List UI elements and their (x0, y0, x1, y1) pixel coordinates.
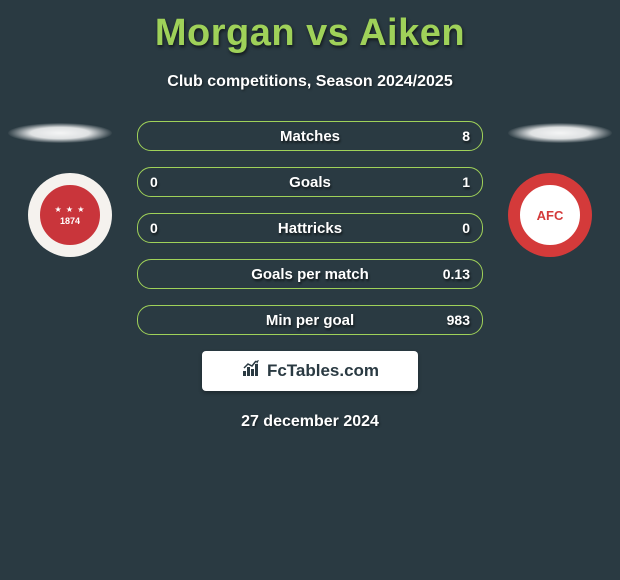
stat-row: Goals per match 0.13 (137, 259, 483, 289)
stat-left-value: 0 (150, 220, 158, 236)
date-line: 27 december 2024 (0, 413, 620, 431)
player-shadow-right (508, 123, 612, 143)
stat-right-value: 983 (447, 312, 470, 328)
page-title: Morgan vs Aiken (0, 0, 620, 55)
stat-right-value: 8 (462, 128, 470, 144)
club-badge-right: AFC (508, 173, 592, 257)
badge-year: 1874 (60, 216, 80, 226)
stat-right-value: 0.13 (443, 266, 470, 282)
chart-icon (241, 360, 263, 383)
stat-row: 0 Hattricks 0 (137, 213, 483, 243)
stat-label: Goals per match (138, 266, 482, 283)
stat-label: Matches (138, 128, 482, 145)
subtitle: Club competitions, Season 2024/2025 (0, 73, 620, 91)
brand-text: FcTables.com (267, 361, 379, 381)
stat-right-value: 0 (462, 220, 470, 236)
badge-afc-text: AFC (537, 208, 564, 223)
stats-area: ★ ★ ★ 1874 AFC Matches 8 0 Goals 1 0 Hat… (0, 121, 620, 431)
stat-row: Matches 8 (137, 121, 483, 151)
stat-right-value: 1 (462, 174, 470, 190)
stat-label: Hattricks (138, 220, 482, 237)
brand-box[interactable]: FcTables.com (202, 351, 418, 391)
stat-row: 0 Goals 1 (137, 167, 483, 197)
stat-left-value: 0 (150, 174, 158, 190)
badge-stars: ★ ★ ★ (55, 205, 86, 214)
stat-row: Min per goal 983 (137, 305, 483, 335)
stat-label: Min per goal (138, 312, 482, 329)
club-badge-right-inner: AFC (517, 182, 583, 248)
club-badge-left-inner: ★ ★ ★ 1874 (36, 181, 104, 249)
club-badge-left: ★ ★ ★ 1874 (28, 173, 112, 257)
player-shadow-left (8, 123, 112, 143)
stats-column: Matches 8 0 Goals 1 0 Hattricks 0 Goals … (137, 121, 483, 335)
stat-label: Goals (138, 174, 482, 191)
